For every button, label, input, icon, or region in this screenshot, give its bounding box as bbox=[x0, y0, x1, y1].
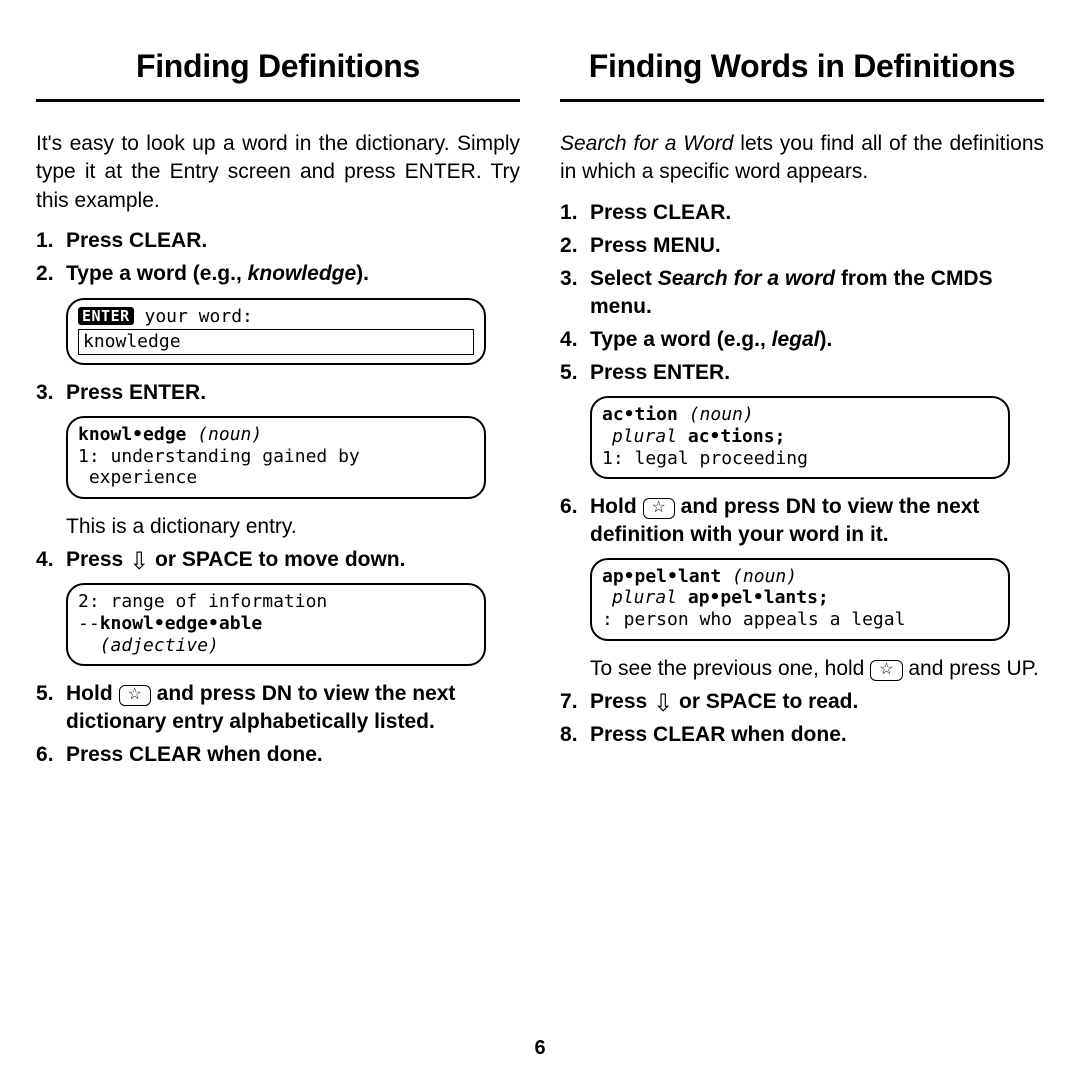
step-text: Press CLEAR. bbox=[66, 229, 207, 252]
screen-line: 1: legal proceeding bbox=[602, 448, 998, 470]
step-text: Press bbox=[66, 548, 129, 571]
screen-italic: (noun) bbox=[721, 566, 797, 587]
step-text: Hold bbox=[66, 682, 119, 705]
step-text: ). bbox=[820, 328, 833, 351]
note-text: and press UP. bbox=[903, 657, 1039, 680]
screen-input: knowledge bbox=[78, 329, 474, 355]
step-text: Press bbox=[590, 690, 653, 713]
left-column: Finding Definitions It's easy to look up… bbox=[36, 48, 520, 1031]
step-text: or SPACE to read. bbox=[673, 690, 858, 713]
lcd-screen-more: 2: range of information --knowl•edge•abl… bbox=[66, 583, 486, 666]
right-step-5: Press ENTER. bbox=[560, 359, 1044, 386]
step-text: Select bbox=[590, 267, 658, 290]
lcd-screen-appellant: ap•pel•lant (noun) plural ap•pel•lants; … bbox=[590, 558, 1010, 641]
step-text: ). bbox=[356, 262, 369, 285]
screen-line: ENTER your word: bbox=[78, 306, 474, 328]
right-step-8: Press CLEAR when done. bbox=[560, 721, 1044, 748]
step-text: Press CLEAR when done. bbox=[66, 743, 323, 766]
right-column: Finding Words in Definitions Search for … bbox=[560, 48, 1044, 1031]
step-em: Search for a word bbox=[658, 267, 835, 290]
star-key-icon: ☆ bbox=[870, 660, 902, 681]
step-text: Press CLEAR when done. bbox=[590, 723, 847, 746]
left-note-1: This is a dictionary entry. bbox=[66, 513, 520, 540]
screen-bold: knowl•edge•able bbox=[100, 613, 263, 634]
screen-line: --knowl•edge•able bbox=[78, 613, 474, 635]
left-step-6: Press CLEAR when done. bbox=[36, 741, 520, 768]
star-key-icon: ☆ bbox=[119, 685, 151, 706]
step-text: Type a word (e.g., bbox=[590, 328, 772, 351]
note-text: To see the previous one, hold bbox=[590, 657, 870, 680]
right-steps: Press CLEAR. Press MENU. Select Search f… bbox=[560, 199, 1044, 749]
right-step-6: Hold ☆ and press DN to view the next def… bbox=[560, 493, 1044, 548]
enter-key-icon: ENTER bbox=[78, 307, 134, 325]
screen-line: (adjective) bbox=[78, 635, 474, 657]
step-text: Press ENTER. bbox=[66, 381, 206, 404]
left-step-5: Hold ☆ and press DN to view the next dic… bbox=[36, 680, 520, 735]
right-rule bbox=[560, 99, 1044, 102]
right-step-1: Press CLEAR. bbox=[560, 199, 1044, 226]
step-text: Press ENTER. bbox=[590, 361, 730, 384]
left-step-3: Press ENTER. bbox=[36, 379, 520, 406]
right-step-3: Select Search for a word from the CMDS m… bbox=[560, 265, 1044, 320]
screen-bold: knowl•edge bbox=[78, 424, 186, 445]
step-text: Hold bbox=[590, 495, 643, 518]
star-key-icon: ☆ bbox=[643, 498, 675, 519]
right-title: Finding Words in Definitions bbox=[560, 48, 1044, 85]
right-intro: Search for a Word lets you find all of t… bbox=[560, 130, 1044, 187]
screen-line: knowl•edge (noun) bbox=[78, 424, 474, 446]
screen-italic: plural bbox=[602, 587, 677, 609]
left-intro: It's easy to look up a word in the dicti… bbox=[36, 130, 520, 215]
right-step-7: Press ⇩ or SPACE to read. bbox=[560, 688, 1044, 715]
step-text: Press MENU. bbox=[590, 234, 721, 257]
lcd-screen-definition: knowl•edge (noun) 1: understanding gaine… bbox=[66, 416, 486, 499]
lcd-screen-entry: ENTER your word: knowledge bbox=[66, 298, 486, 365]
right-step-4: Type a word (e.g., legal). bbox=[560, 326, 1044, 353]
step-text: Press CLEAR. bbox=[590, 201, 731, 224]
screen-line: 2: range of information bbox=[78, 591, 474, 613]
left-steps: Press CLEAR. Type a word (e.g., knowledg… bbox=[36, 227, 520, 768]
lcd-screen-action: ac•tion (noun) plural ac•tions; 1: legal… bbox=[590, 396, 1010, 479]
left-rule bbox=[36, 99, 520, 102]
left-step-2: Type a word (e.g., knowledge). bbox=[36, 260, 520, 287]
right-note-1: To see the previous one, hold ☆ and pres… bbox=[590, 655, 1044, 682]
screen-bold: ac•tion bbox=[602, 404, 678, 425]
screen-italic: (noun) bbox=[678, 404, 754, 425]
step-text: Type a word (e.g., bbox=[66, 262, 248, 285]
screen-line: experience bbox=[78, 467, 474, 489]
screen-text: your word: bbox=[134, 306, 253, 327]
intro-lead: Search for a Word bbox=[560, 132, 733, 155]
screen-text: -- bbox=[78, 613, 100, 634]
screen-italic: plural bbox=[602, 426, 677, 448]
screen-line: plural ap•pel•lants; bbox=[602, 587, 998, 609]
screen-line: ap•pel•lant (noun) bbox=[602, 566, 998, 588]
screen-line: plural ac•tions; bbox=[602, 426, 998, 448]
page-body: Finding Definitions It's easy to look up… bbox=[36, 48, 1044, 1031]
right-step-2: Press MENU. bbox=[560, 232, 1044, 259]
screen-bold: ap•pel•lant bbox=[602, 566, 721, 587]
screen-line: ac•tion (noun) bbox=[602, 404, 998, 426]
page-number: 6 bbox=[36, 1037, 1044, 1060]
screen-line: 1: understanding gained by bbox=[78, 446, 474, 468]
left-step-1: Press CLEAR. bbox=[36, 227, 520, 254]
left-title: Finding Definitions bbox=[36, 48, 520, 85]
screen-bold: ap•pel•lants; bbox=[677, 587, 829, 608]
screen-line: : person who appeals a legal bbox=[602, 609, 998, 631]
step-em: legal bbox=[772, 328, 820, 351]
left-step-4: Press ⇩ or SPACE to move down. bbox=[36, 546, 520, 573]
step-text: or SPACE to move down. bbox=[149, 548, 405, 571]
screen-bold: ac•tions; bbox=[677, 426, 785, 447]
screen-italic: (noun) bbox=[186, 424, 262, 445]
step-em: knowledge bbox=[248, 262, 357, 285]
